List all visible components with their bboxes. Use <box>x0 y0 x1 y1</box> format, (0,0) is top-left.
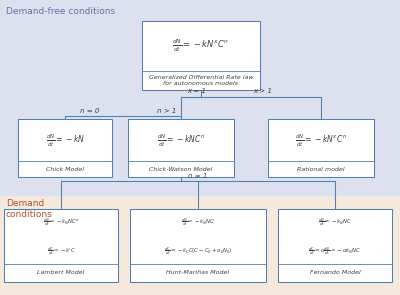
Text: Generalized Differential Rate law
for autonomous models: Generalized Differential Rate law for au… <box>149 75 253 86</box>
Text: Chick-Watson Model: Chick-Watson Model <box>149 167 213 172</box>
FancyBboxPatch shape <box>128 119 234 177</box>
Text: n = 1: n = 1 <box>188 173 208 179</box>
Text: $\frac{dN}{dt} = -kNC^n$: $\frac{dN}{dt} = -kNC^n$ <box>157 132 205 149</box>
Text: n = 0: n = 0 <box>80 108 99 114</box>
FancyBboxPatch shape <box>142 21 260 90</box>
Text: x > 1: x > 1 <box>254 88 272 94</box>
Text: $\frac{dC}{dt} = -k^{\prime}C$: $\frac{dC}{dt} = -k^{\prime}C$ <box>47 245 75 257</box>
Bar <box>0 196 400 295</box>
FancyBboxPatch shape <box>4 209 118 282</box>
FancyBboxPatch shape <box>18 119 112 177</box>
Text: Lambert Model: Lambert Model <box>37 270 85 275</box>
Text: $\frac{dN}{dt} = -kN^xC^n$: $\frac{dN}{dt} = -kN^xC^n$ <box>295 132 347 149</box>
FancyBboxPatch shape <box>130 209 266 282</box>
Text: Rational model: Rational model <box>297 167 345 172</box>
Text: Fernando Model: Fernando Model <box>310 270 360 275</box>
FancyBboxPatch shape <box>278 209 392 282</box>
Text: Hunt-Mariñas Model: Hunt-Mariñas Model <box>166 270 230 275</box>
Text: $\frac{dN}{dt} = -kN^xC^n$: $\frac{dN}{dt} = -kN^xC^n$ <box>172 38 230 54</box>
Text: $\frac{dN}{dt} = -k_N NC^n$: $\frac{dN}{dt} = -k_N NC^n$ <box>43 216 79 228</box>
Text: Demand-free conditions: Demand-free conditions <box>6 7 115 17</box>
Text: Chick Model: Chick Model <box>46 167 84 172</box>
Text: $\frac{dC}{dt} = -k_C C(C - C_0 + \alpha_0 N_0)$: $\frac{dC}{dt} = -k_C C(C - C_0 + \alpha… <box>164 245 232 257</box>
Text: $\frac{dC}{dt} = \alpha\frac{dN}{dt} = -\alpha k_N NC$: $\frac{dC}{dt} = \alpha\frac{dN}{dt} = -… <box>308 245 362 257</box>
Bar <box>0 0 400 196</box>
Text: $\frac{dN}{dt} = -kN$: $\frac{dN}{dt} = -kN$ <box>46 132 84 149</box>
Text: $\frac{dN}{dt} = -k_N NC$: $\frac{dN}{dt} = -k_N NC$ <box>181 216 215 228</box>
Text: Demand
conditions: Demand conditions <box>6 199 53 219</box>
Text: $\frac{dN}{dt} = -k_N NC$: $\frac{dN}{dt} = -k_N NC$ <box>318 216 352 228</box>
Text: x = 1: x = 1 <box>188 88 206 94</box>
FancyBboxPatch shape <box>268 119 374 177</box>
Text: n > 1: n > 1 <box>157 108 177 114</box>
